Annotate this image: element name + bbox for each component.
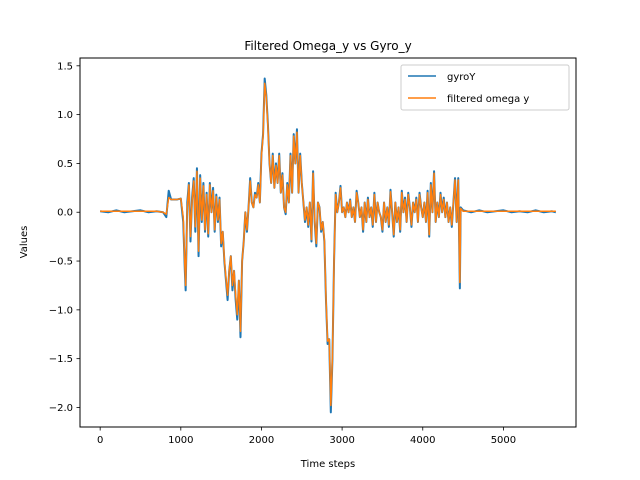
y-tick-label: 0.0 <box>57 208 73 219</box>
y-tick-label: −0.5 <box>49 257 73 268</box>
y-tick-label: −1.5 <box>49 354 73 365</box>
y-axis-label: Values <box>19 226 30 259</box>
y-axis: −2.0 −1.5 −1.0 −0.5 0.0 0.5 1.0 1.5 <box>49 61 80 414</box>
legend-label-gyroy: gyroY <box>447 72 476 83</box>
x-tick-label: 4000 <box>410 435 435 446</box>
series-line-filtered-omega-y <box>100 82 556 407</box>
x-tick-label: 5000 <box>491 435 516 446</box>
y-tick-label: 0.5 <box>57 159 73 170</box>
x-tick-label: 1000 <box>168 435 193 446</box>
y-tick-label: −2.0 <box>49 403 73 414</box>
legend: gyroY filtered omega y <box>400 64 570 111</box>
x-axis: 0 1000 2000 3000 4000 5000 <box>97 427 516 446</box>
y-tick-label: −1.0 <box>49 305 73 316</box>
x-tick-label: 0 <box>97 435 103 446</box>
y-tick-label: 1.0 <box>57 110 73 121</box>
x-axis-label: Time steps <box>300 459 356 470</box>
chart-title: Filtered Omega_y vs Gyro_y <box>244 39 411 53</box>
x-tick-label: 3000 <box>329 435 354 446</box>
legend-label-filtered-omega-y: filtered omega y <box>447 94 529 105</box>
plot-frame <box>79 57 577 428</box>
legend-box <box>400 64 570 111</box>
y-tick-label: 1.5 <box>57 61 73 72</box>
x-tick-label: 2000 <box>249 435 274 446</box>
series-layer <box>100 77 557 414</box>
